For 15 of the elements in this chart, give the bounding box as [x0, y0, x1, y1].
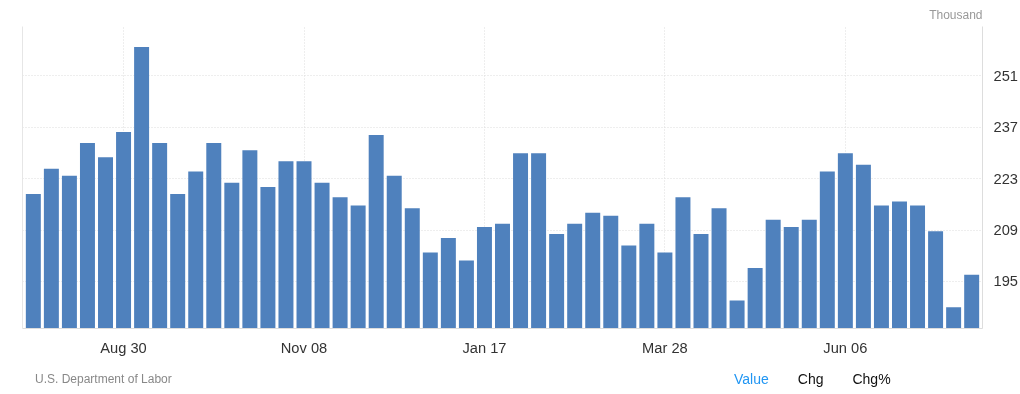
y-tick-label: 237 [993, 119, 1018, 136]
y-tick-label: 209 [993, 222, 1018, 239]
text: Chg [797, 370, 824, 389]
text: Value [734, 370, 769, 389]
x-tick-label: Mar 28 [642, 339, 688, 356]
x-tick-label: Aug 30 [100, 339, 147, 356]
text: U.S. Department of Labor [35, 371, 172, 388]
y-tick-label: 195 [993, 273, 1018, 290]
y-axis-title: Thousand [929, 7, 983, 22]
x-tick-label: Jun 06 [823, 339, 868, 356]
y-tick-label: 251 [993, 67, 1018, 84]
x-tick-label: Jan 17 [462, 339, 507, 356]
y-tick-label: 223 [993, 170, 1018, 187]
x-tick-label: Nov 08 [280, 339, 328, 356]
text: Chg% [852, 370, 891, 389]
